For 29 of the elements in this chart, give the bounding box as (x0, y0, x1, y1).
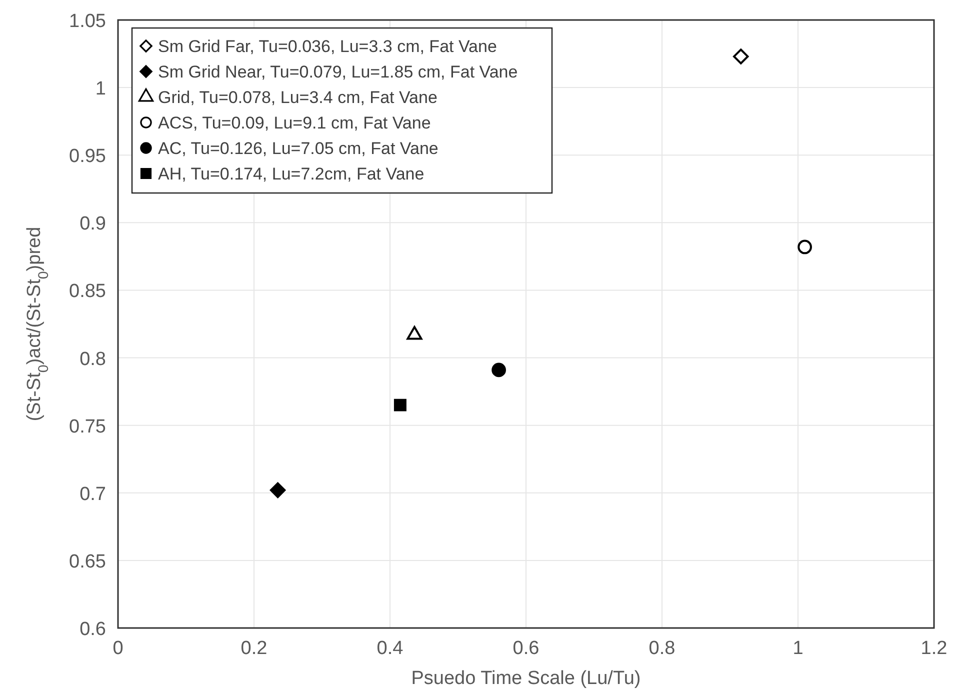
legend-label: Sm Grid Near, Tu=0.079, Lu=1.85 cm, Fat Vane (158, 62, 518, 82)
point (394, 398, 406, 412)
y-tick-label: 0.65 (69, 551, 106, 572)
y-tick-label: 0.85 (69, 281, 106, 302)
x-tick-label: 0.2 (240, 638, 268, 659)
legend-label: ACS, Tu=0.09, Lu=9.1 cm, Fat Vane (158, 114, 431, 132)
y-tick-label: 1 (95, 78, 106, 100)
point (733, 48, 749, 64)
y-tick-label: 0.8 (80, 348, 106, 370)
y-tick-label: 0.6 (80, 619, 106, 640)
x-tick-label: 0.8 (648, 638, 676, 659)
y-tick-label: 0.95 (69, 146, 106, 168)
point (270, 482, 286, 498)
point (492, 362, 506, 378)
legend-label: Sm Grid Far, Tu=0.036, Lu=3.3 cm, Fat Vane (158, 37, 497, 56)
y-tick-label: 0.9 (80, 214, 106, 235)
x-tick-label: 1 (792, 638, 804, 659)
point (798, 240, 812, 254)
y-tick-label: 0.7 (80, 484, 106, 505)
x-tick-label: 0.4 (376, 638, 404, 659)
y-tick-label: 0.75 (69, 416, 106, 438)
x-tick-label: 1.2 (920, 638, 948, 659)
legend-label: AH, Tu=0.174, Lu=7.2cm, Fat Vane (158, 164, 424, 184)
legend-label: Grid, Tu=0.078, Lu=3.4 cm, Fat Vane (158, 88, 438, 107)
x-tick-label: 0.6 (512, 638, 540, 659)
x-tick-label: 0 (112, 638, 124, 659)
y-tick-label: 1.05 (69, 11, 106, 32)
x-axis-title: Psuedo Time Scale (Lu/Tu) (411, 668, 641, 689)
legend-label: AC, Tu=0.126, Lu=7.05 cm, Fat Vane (158, 139, 438, 158)
